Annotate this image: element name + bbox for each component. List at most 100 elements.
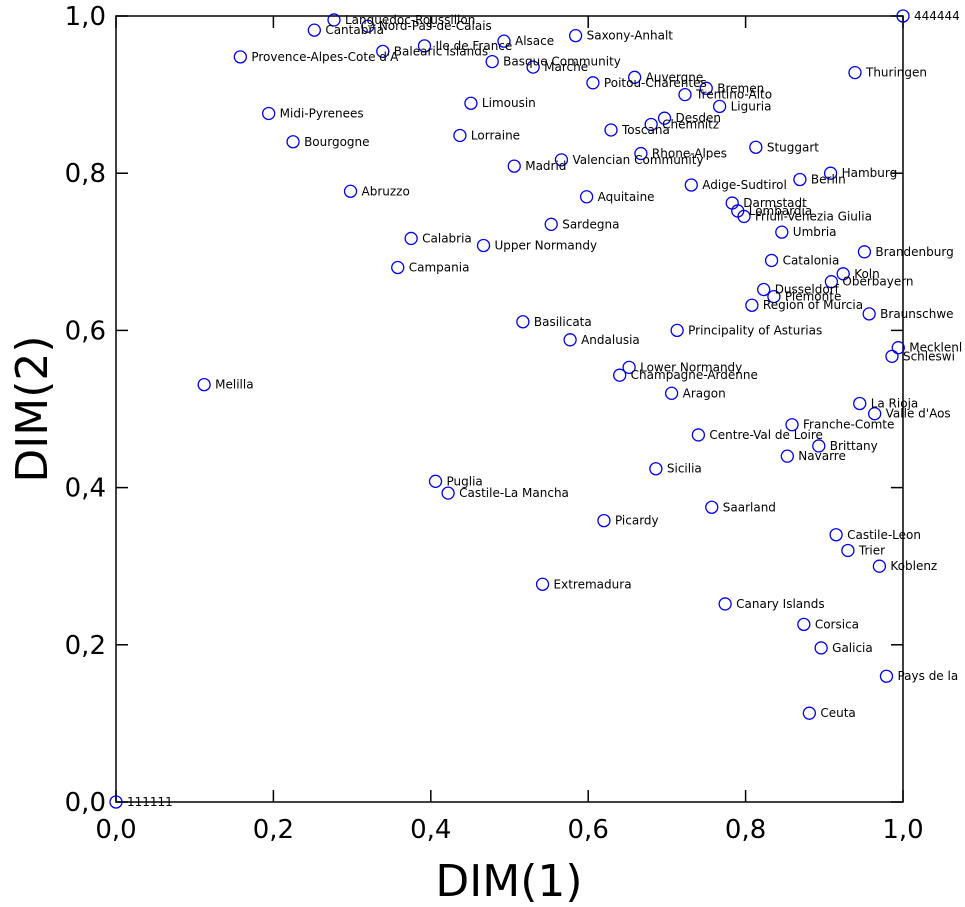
data-point (485, 54, 499, 69)
data-point (417, 39, 432, 53)
data-point-label: Limousin (482, 96, 536, 110)
data-point (664, 386, 679, 400)
data-point (757, 282, 771, 297)
data-point-label: Basilicata (534, 315, 592, 329)
data-point-label: Bremen (717, 81, 764, 95)
x-tick-label: 0,2 (253, 815, 294, 845)
data-point-label: Saarland (723, 500, 776, 514)
data-point (891, 341, 905, 355)
data-point-label: Bourgogne (304, 135, 369, 149)
data-point-label: Oberbayern (842, 275, 913, 289)
data-point-label: Lombardia (749, 204, 813, 218)
data-point (428, 474, 443, 488)
data-point-label: Piemonte (785, 290, 841, 304)
data-point (780, 449, 794, 463)
data-point (109, 795, 123, 809)
data-point-label: Koln (854, 267, 880, 281)
data-point-label: Sicilia (667, 462, 702, 476)
data-point-label: Desden (676, 111, 721, 125)
data-point (853, 396, 867, 411)
data-point (262, 106, 276, 121)
data-point-label: Catalonia (783, 253, 840, 267)
data-point-label: Saxony-Anhalt (587, 29, 674, 43)
y-tick-label: 1,0 (65, 2, 106, 32)
y-tick-label: 0,8 (65, 159, 106, 189)
data-point (836, 267, 850, 281)
data-point-label: Rhone-Alpes (652, 147, 727, 161)
data-point (604, 123, 618, 137)
data-point (749, 140, 763, 154)
data-point-label: Brittany (830, 439, 878, 453)
data-point (841, 543, 855, 558)
data-point (812, 439, 826, 453)
data-point-label: Aragon (683, 386, 726, 400)
data-point (705, 500, 719, 514)
data-point (286, 135, 300, 149)
x-tick-label: 0,4 (410, 815, 451, 845)
data-point (586, 76, 600, 90)
data-point (391, 260, 405, 275)
data-points (109, 9, 910, 809)
data-point (862, 307, 876, 321)
data-point (579, 190, 594, 204)
data-point-label: Braunschwe (880, 307, 953, 321)
data-point (453, 128, 467, 143)
data-point-label: Nord-Pas-de-Calais (379, 19, 492, 33)
data-point-label: Umbria (793, 225, 837, 239)
data-point-label: Extremadura (554, 577, 632, 591)
data-point (691, 428, 706, 442)
data-point (622, 360, 636, 374)
data-point (233, 50, 247, 64)
data-point (361, 19, 375, 33)
data-point (476, 238, 491, 253)
data-point-label: Madrid (525, 159, 566, 173)
data-point-label: Galicia (832, 641, 873, 655)
x-axis-label: DIM(1) (435, 856, 582, 907)
data-point (896, 9, 910, 23)
data-point-label: Liguria (731, 99, 772, 113)
data-point-label: Canary Islands (736, 597, 825, 611)
data-point-label: Aquitaine (598, 190, 655, 204)
data-point-label: Marche (544, 60, 588, 74)
data-point (657, 111, 672, 125)
data-point (785, 418, 799, 432)
data-point-label: Mecklenl (909, 341, 962, 355)
data-point (764, 253, 779, 268)
data-point-label: 111111 (127, 795, 173, 809)
data-point-label: Puglia (447, 474, 483, 488)
data-point (737, 209, 751, 224)
data-point-label: Darmstadt (743, 196, 807, 210)
y-tick-label: 0,2 (65, 631, 106, 661)
data-point-label: Valencian Community (572, 153, 703, 167)
data-point (526, 60, 540, 74)
data-point-label: Friuli-Venezia Giulia (755, 209, 872, 223)
x-tick-label: 0,8 (725, 815, 766, 845)
data-point-label: Corsica (815, 617, 859, 631)
data-point (613, 368, 627, 382)
data-point (814, 641, 828, 655)
data-point (554, 153, 569, 167)
data-point-label: La Rioja (871, 396, 919, 410)
data-point-label: Sardegna (562, 217, 619, 231)
data-point-label: Champagne-Ardenne (631, 368, 758, 382)
data-point (857, 245, 872, 259)
data-point-label: Ile de France (436, 39, 513, 53)
data-point-label: Provence-Alpes-Cote d'A (251, 50, 399, 64)
data-point-label: 444444 (914, 9, 960, 23)
data-point (644, 117, 658, 132)
data-point (568, 29, 583, 43)
data-point (544, 217, 558, 231)
data-point (745, 298, 759, 312)
data-point (516, 315, 530, 329)
data-point (797, 617, 811, 632)
data-point (775, 225, 789, 239)
data-point (699, 81, 713, 95)
data-point (678, 87, 692, 102)
data-point (684, 178, 698, 192)
data-point-label: Berlin (811, 172, 846, 186)
data-point (597, 513, 611, 528)
data-point (497, 34, 511, 48)
data-point (718, 597, 732, 611)
data-point-label: Schleswi (903, 349, 955, 363)
data-point-label: Upper Normandy (495, 239, 598, 253)
